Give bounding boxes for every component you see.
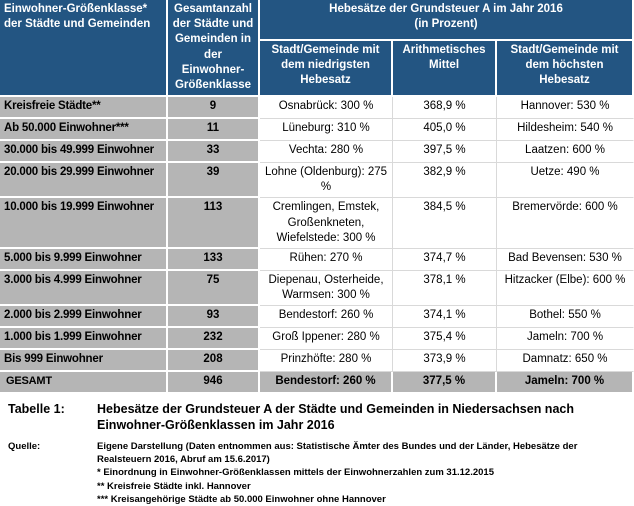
caption-label: Tabelle 1: xyxy=(8,402,65,417)
count-cell: 232 xyxy=(168,328,260,351)
header-arithmetic-mean: Arithmetisches Mittel xyxy=(393,40,497,98)
mean-rate-cell: 374,1 % xyxy=(393,306,497,329)
source-text: Eigene Darstellung (Daten entnommen aus:… xyxy=(97,440,578,466)
mean-rate-cell: 373,9 % xyxy=(393,350,497,373)
count-cell: 9 xyxy=(168,97,260,120)
table-row: Ab 50.000 Einwohner*** 11 Lüneburg: 310 … xyxy=(0,119,634,142)
mean-rate-cell: 384,5 % xyxy=(393,198,497,249)
lowest-rate-cell: Diepenau, Osterheide, Warmsen: 300 % xyxy=(260,270,393,307)
row-label-cell: 3.000 bis 4.999 Einwohner xyxy=(0,270,168,307)
mean-rate-cell: 397,5 % xyxy=(393,141,497,164)
row-label-cell: 1.000 bis 1.999 Einwohner xyxy=(0,328,168,351)
source-block: Quelle: Eigene Darstellung (Daten entnom… xyxy=(0,434,634,506)
highest-rate-cell: Bremervörde: 600 % xyxy=(497,198,634,249)
highest-rate-cell: Damnatz: 650 % xyxy=(497,350,634,373)
group-title-line: Hebesätze der Grundsteuer A im Jahr 2016 xyxy=(329,3,563,15)
header-total-count: Gesamtanzahl der Städte und Gemeinden in… xyxy=(168,0,260,98)
table-row: 5.000 bis 9.999 Einwohner 133 Rühen: 270… xyxy=(0,248,634,271)
row-label-cell: 30.000 bis 49.999 Einwohner xyxy=(0,141,168,164)
lowest-rate-cell: Cremlingen, Emstek, Großenkneten, Wiefel… xyxy=(260,198,393,249)
highest-rate-cell: Bad Bevensen: 530 % xyxy=(497,248,634,271)
count-cell: 39 xyxy=(168,163,260,199)
row-label-cell: 10.000 bis 19.999 Einwohner xyxy=(0,198,168,249)
table-row: 3.000 bis 4.999 Einwohner 75 Diepenau, O… xyxy=(0,270,634,307)
highest-rate-cell: Hitzacker (Elbe): 600 % xyxy=(497,270,634,307)
caption-text: Hebesätze der Grundsteuer A der Städte u… xyxy=(97,402,574,433)
lowest-rate-cell: Lohne (Oldenburg): 275 % xyxy=(260,163,393,199)
footnote-1: * Einordnung in Einwohner-Größenklassen … xyxy=(97,467,494,479)
header-group-title: Hebesätze der Grundsteuer A im Jahr 2016… xyxy=(260,0,634,41)
source-content: Eigene Darstellung (Daten entnommen aus:… xyxy=(97,440,626,506)
mean-rate-cell: 405,0 % xyxy=(393,119,497,142)
count-cell: 11 xyxy=(168,119,260,142)
table-row: Bis 999 Einwohner 208 Prinzhöfte: 280 % … xyxy=(0,350,634,373)
group-subtitle-line: (in Prozent) xyxy=(414,18,478,31)
total-count-cell: 946 xyxy=(168,372,260,395)
source-label: Quelle: xyxy=(8,440,41,452)
lowest-rate-cell: Prinzhöfte: 280 % xyxy=(260,350,393,373)
header-size-class: Einwohner-Größenklasse* der Städte und G… xyxy=(0,0,168,98)
row-label-cell: 2.000 bis 2.999 Einwohner xyxy=(0,306,168,329)
table-total-row: GESAMT 946 Bendestorf: 260 % 377,5 % Jam… xyxy=(0,372,634,395)
count-cell: 75 xyxy=(168,270,260,307)
table-row: 10.000 bis 19.999 Einwohner 113 Cremling… xyxy=(0,198,634,249)
count-cell: 133 xyxy=(168,248,260,271)
row-label-cell: Kreisfreie Städte** xyxy=(0,97,168,120)
highest-rate-cell: Hannover: 530 % xyxy=(497,97,634,120)
lowest-rate-cell: Lüneburg: 310 % xyxy=(260,119,393,142)
highest-rate-cell: Jameln: 700 % xyxy=(497,328,634,351)
table-caption: Tabelle 1: Hebesätze der Grundsteuer A d… xyxy=(0,394,634,434)
table-row: 1.000 bis 1.999 Einwohner 232 Groß Ippen… xyxy=(0,328,634,351)
count-cell: 33 xyxy=(168,141,260,164)
total-highest-cell: Jameln: 700 % xyxy=(497,372,634,395)
table-row: 30.000 bis 49.999 Einwohner 33 Vechta: 2… xyxy=(0,141,634,164)
count-cell: 208 xyxy=(168,350,260,373)
count-cell: 93 xyxy=(168,306,260,329)
mean-rate-cell: 382,9 % xyxy=(393,163,497,199)
lowest-rate-cell: Osnabrück: 300 % xyxy=(260,97,393,120)
highest-rate-cell: Laatzen: 600 % xyxy=(497,141,634,164)
row-label-cell: 5.000 bis 9.999 Einwohner xyxy=(0,248,168,271)
lowest-rate-cell: Rühen: 270 % xyxy=(260,248,393,271)
lowest-rate-cell: Bendestorf: 260 % xyxy=(260,306,393,329)
row-label-cell: 20.000 bis 29.999 Einwohner xyxy=(0,163,168,199)
highest-rate-cell: Bothel: 550 % xyxy=(497,306,634,329)
grundsteuer-table: Einwohner-Größenklasse* der Städte und G… xyxy=(0,0,634,395)
total-label-cell: GESAMT xyxy=(0,372,168,395)
header-lowest-rate: Stadt/Gemeinde mit dem niedrigsten Hebes… xyxy=(260,40,393,98)
mean-rate-cell: 368,9 % xyxy=(393,97,497,120)
count-cell: 113 xyxy=(168,198,260,249)
lowest-rate-cell: Groß Ippener: 280 % xyxy=(260,328,393,351)
row-label-cell: Ab 50.000 Einwohner*** xyxy=(0,119,168,142)
footnote-2: ** Kreisfreie Städte inkl. Hannover xyxy=(97,480,251,492)
mean-rate-cell: 375,4 % xyxy=(393,328,497,351)
header-highest-rate: Stadt/Gemeinde mit dem höchsten Hebesatz xyxy=(497,40,634,98)
footnote-3: *** Kreisangehörige Städte ab 50.000 Ein… xyxy=(97,493,386,505)
row-label-cell: Bis 999 Einwohner xyxy=(0,350,168,373)
highest-rate-cell: Hildesheim: 540 % xyxy=(497,119,634,142)
total-lowest-cell: Bendestorf: 260 % xyxy=(260,372,393,395)
mean-rate-cell: 378,1 % xyxy=(393,270,497,307)
highest-rate-cell: Uetze: 490 % xyxy=(497,163,634,199)
mean-rate-cell: 374,7 % xyxy=(393,248,497,271)
table-row: 2.000 bis 2.999 Einwohner 93 Bendestorf:… xyxy=(0,306,634,329)
table-row: Kreisfreie Städte** 9 Osnabrück: 300 % 3… xyxy=(0,97,634,120)
lowest-rate-cell: Vechta: 280 % xyxy=(260,141,393,164)
table-row: 20.000 bis 29.999 Einwohner 39 Lohne (Ol… xyxy=(0,163,634,199)
total-mean-cell: 377,5 % xyxy=(393,372,497,395)
